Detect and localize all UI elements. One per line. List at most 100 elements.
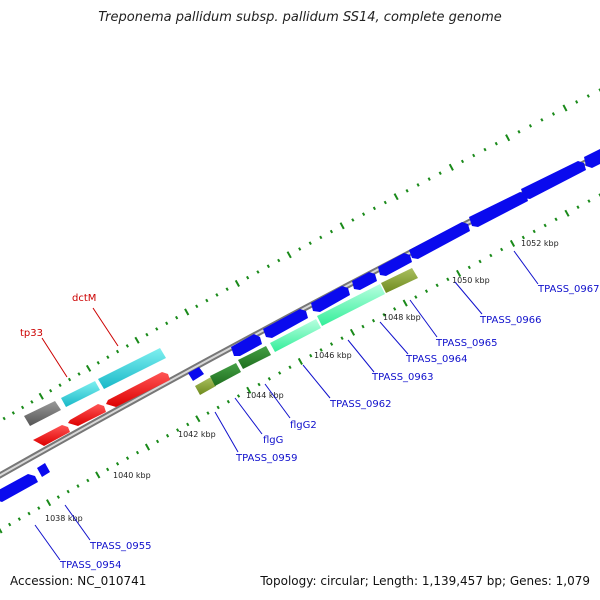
tick-mark xyxy=(184,308,190,316)
gene-TPASS_0955 xyxy=(37,463,50,477)
tick-mark xyxy=(256,270,260,274)
tick-mark xyxy=(540,118,544,122)
gene-red-c xyxy=(106,372,170,407)
tick-mark xyxy=(309,353,313,358)
tick-mark xyxy=(115,462,120,466)
gene-grey xyxy=(24,401,61,426)
tick-mark xyxy=(0,527,3,534)
gene-TPASS_0959 xyxy=(195,377,216,395)
gene-flgG2 xyxy=(238,346,271,369)
label-TPASS_0964: TPASS_0964 xyxy=(405,354,467,365)
scale-label-1048: 1048 kbp xyxy=(383,313,421,322)
tick-mark xyxy=(165,321,169,326)
tick-mark xyxy=(448,163,454,171)
tick-mark xyxy=(587,199,591,203)
gene-blue-b xyxy=(231,334,262,356)
tick-mark xyxy=(56,495,60,499)
tick-mark xyxy=(236,394,241,398)
tick-mark xyxy=(371,318,376,323)
tick-mark xyxy=(11,411,15,415)
tick-mark xyxy=(575,100,579,104)
tick-mark xyxy=(134,336,140,344)
tick-mark xyxy=(20,405,25,410)
tick-mark xyxy=(8,522,12,527)
tick-mark xyxy=(349,328,356,336)
flagellar-operon-genes xyxy=(195,268,418,395)
tick-mark xyxy=(435,283,439,288)
gene-blue-a xyxy=(188,367,204,381)
label-tp33: tp33 xyxy=(20,328,43,339)
tick-mark xyxy=(427,177,431,181)
label-flgG: flgG xyxy=(263,435,283,446)
tick-mark xyxy=(438,171,442,175)
label-TPASS_0954: TPASS_0954 xyxy=(59,560,121,571)
map-title: Treponema pallidum subsp. pallidum SS14,… xyxy=(98,10,502,25)
tick-mark xyxy=(509,239,516,247)
tick-mark xyxy=(500,247,504,252)
tick-mark xyxy=(234,279,240,287)
gene-blue-h xyxy=(469,192,528,227)
label-TPASS_0967: TPASS_0967 xyxy=(537,284,599,295)
tick-mark xyxy=(393,193,399,201)
tick-mark xyxy=(308,241,312,245)
tick-mark xyxy=(319,348,323,352)
tick-mark xyxy=(446,277,450,282)
tick-mark xyxy=(467,265,471,270)
gene-flgG xyxy=(210,363,241,386)
tick-mark xyxy=(402,299,408,307)
tick-mark xyxy=(85,364,92,372)
tick-mark xyxy=(362,212,366,216)
gene-blue-f xyxy=(378,253,412,276)
gene-blue-g xyxy=(409,222,470,259)
callout-lines xyxy=(34,250,539,561)
tick-mark xyxy=(176,428,180,432)
tick-mark xyxy=(96,361,100,365)
tick-mark xyxy=(76,484,80,488)
label-TPASS_0965: TPASS_0965 xyxy=(435,338,497,349)
tick-mark xyxy=(77,372,81,376)
tick-mark xyxy=(329,342,334,346)
tick-mark xyxy=(554,217,558,222)
tick-mark xyxy=(145,332,149,337)
tick-mark xyxy=(95,471,101,479)
tick-mark xyxy=(266,264,270,269)
gene-blue-e xyxy=(352,272,377,290)
tick-mark xyxy=(564,209,570,217)
label-TPASS_0959: TPASS_0959 xyxy=(235,453,297,464)
tick-mark xyxy=(551,112,556,116)
label-dctM: dctM xyxy=(72,293,96,304)
tick-mark xyxy=(246,275,250,280)
tick-mark xyxy=(106,467,110,472)
tick-mark xyxy=(372,206,376,211)
scale-label-1040: 1040 kbp xyxy=(113,471,151,480)
tick-mark xyxy=(125,456,130,460)
label-TPASS_0963: TPASS_0963 xyxy=(371,372,433,383)
tick-mark xyxy=(460,159,465,164)
tick-mark xyxy=(528,124,533,128)
label-TPASS_0966: TPASS_0966 xyxy=(479,315,541,326)
gene-TPASS_0964 xyxy=(381,268,418,293)
tick-mark xyxy=(66,489,70,494)
tick-mark xyxy=(297,357,303,365)
tick-mark xyxy=(49,388,53,393)
tick-mark xyxy=(205,298,209,303)
tick-mark xyxy=(543,223,547,228)
outer-tick-row xyxy=(2,88,600,421)
gene-tp33 xyxy=(68,404,106,426)
tick-mark xyxy=(478,259,482,264)
tick-mark xyxy=(86,478,90,483)
tick-mark xyxy=(517,130,521,134)
tick-mark xyxy=(125,344,129,348)
tick-mark xyxy=(562,104,568,112)
tick-mark xyxy=(424,289,429,293)
tick-mark xyxy=(144,443,151,451)
scale-labels: 1038 kbp 1040 kbp 1042 kbp 1044 kbp 1046… xyxy=(45,239,559,523)
tick-mark xyxy=(225,287,229,291)
gene-blue-c xyxy=(263,309,308,338)
scale-label-1038: 1038 kbp xyxy=(45,514,83,523)
tick-mark xyxy=(175,315,179,320)
tick-mark xyxy=(278,371,282,375)
tick-mark xyxy=(489,253,493,258)
gene-TPASS_0962 xyxy=(270,319,321,352)
